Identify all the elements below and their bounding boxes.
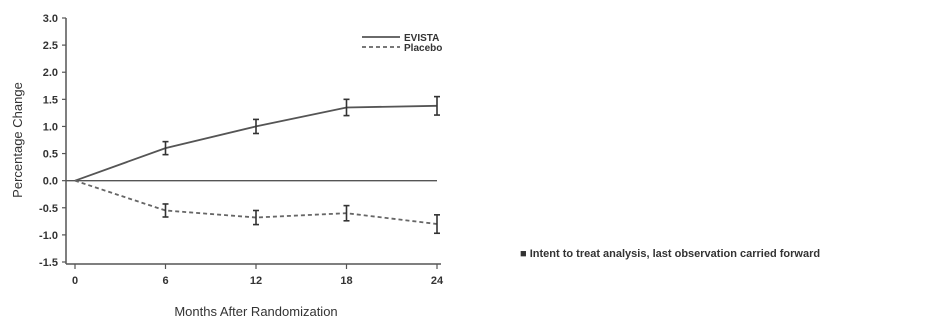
bullet-icon: ■ [520, 248, 527, 260]
x-tick-label: 6 [162, 275, 168, 287]
y-tick-label: 0.0 [43, 176, 58, 188]
legend-label-evista: EVISTA [404, 33, 439, 44]
legend-label-placebo: Placebo [404, 43, 442, 54]
y-tick-label: -1.0 [39, 230, 58, 242]
y-tick-label: 1.0 [43, 121, 58, 133]
y-tick-label: 3.0 [43, 13, 58, 25]
y-axis-title: Percentage Change [10, 82, 25, 198]
axes: 3.0 2.5 2.0 1.5 1.0 0.5 0.0 -0.5 -1.0 -1.5 0 6 12 18 2… [10, 13, 444, 319]
x-tick-label: 12 [250, 275, 262, 287]
chart-marks [74, 95, 440, 235]
y-tick-label: 2.0 [43, 67, 58, 79]
y-tick-label: -0.5 [39, 203, 58, 215]
series-line-evista [74, 104, 438, 182]
x-axis-title: Months After Randomization [174, 304, 337, 319]
y-tick-label: 0.5 [43, 149, 58, 161]
x-tick-label: 24 [431, 275, 444, 287]
y-tick-label: -1.5 [39, 257, 58, 269]
footnote-text: Intent to treat analysis, last observati… [529, 248, 821, 260]
footnote: ■ Intent to treat analysis, last observa… [520, 248, 820, 260]
x-tick-label: 18 [340, 275, 352, 287]
y-tick-label: 1.5 [43, 94, 58, 106]
y-tick-label: 2.5 [43, 40, 58, 52]
x-tick-label: 0 [72, 275, 78, 287]
series-line-placebo [74, 179, 438, 225]
